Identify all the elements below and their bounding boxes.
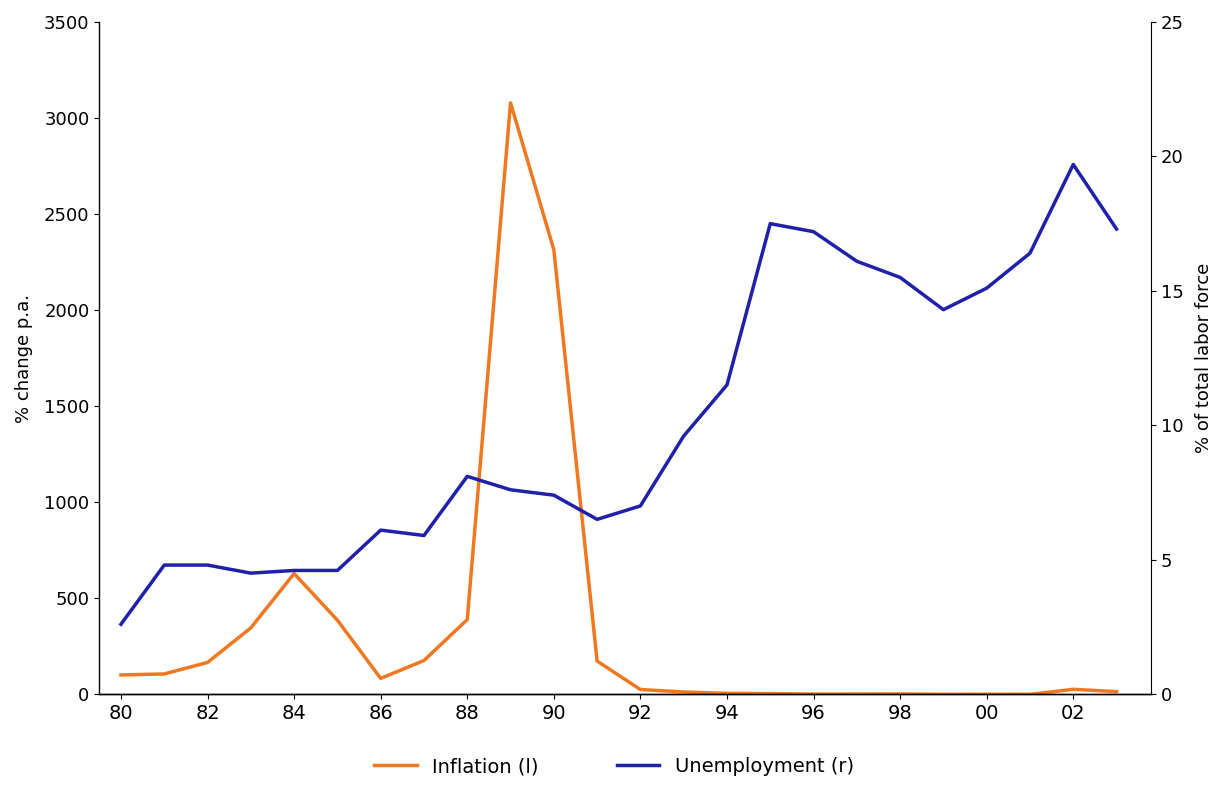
Unemployment (r) <box>460 472 475 481</box>
Inflation (l) <box>157 669 172 678</box>
Inflation (l) <box>287 569 302 578</box>
Inflation (l) <box>243 623 258 633</box>
Unemployment (r) <box>200 561 215 570</box>
Unemployment (r) <box>936 305 950 314</box>
Inflation (l) <box>936 690 950 699</box>
Inflation (l) <box>806 689 820 699</box>
Unemployment (r) <box>416 531 431 541</box>
Inflation (l) <box>546 245 561 254</box>
Inflation (l) <box>677 687 691 697</box>
Inflation (l) <box>1109 687 1124 696</box>
Unemployment (r) <box>632 501 647 511</box>
Unemployment (r) <box>806 227 820 237</box>
Unemployment (r) <box>589 515 604 525</box>
Unemployment (r) <box>546 490 561 500</box>
Unemployment (r) <box>114 619 129 629</box>
Inflation (l) <box>416 656 431 666</box>
Unemployment (r) <box>287 565 302 575</box>
Line: Inflation (l): Inflation (l) <box>122 103 1116 695</box>
Unemployment (r) <box>720 380 734 390</box>
Unemployment (r) <box>330 565 345 575</box>
Unemployment (r) <box>1066 160 1081 169</box>
Inflation (l) <box>330 615 345 625</box>
Inflation (l) <box>200 658 215 667</box>
Unemployment (r) <box>243 569 258 578</box>
Unemployment (r) <box>893 273 907 282</box>
Inflation (l) <box>1066 684 1081 694</box>
Y-axis label: % change p.a.: % change p.a. <box>15 294 33 423</box>
Inflation (l) <box>589 656 604 666</box>
Unemployment (r) <box>503 485 518 495</box>
Inflation (l) <box>979 690 993 699</box>
Inflation (l) <box>503 98 518 107</box>
Unemployment (r) <box>677 431 691 441</box>
Unemployment (r) <box>1023 249 1038 258</box>
Line: Unemployment (r): Unemployment (r) <box>122 164 1116 624</box>
Inflation (l) <box>850 689 865 699</box>
Inflation (l) <box>720 689 734 699</box>
Unemployment (r) <box>1109 225 1124 234</box>
Unemployment (r) <box>850 257 865 266</box>
Inflation (l) <box>373 674 388 683</box>
Unemployment (r) <box>763 219 777 229</box>
Inflation (l) <box>1023 690 1038 699</box>
Legend: Inflation (l), Unemployment (r): Inflation (l), Unemployment (r) <box>366 749 862 784</box>
Unemployment (r) <box>373 525 388 535</box>
Inflation (l) <box>763 689 777 699</box>
Y-axis label: % of total labor force: % of total labor force <box>1195 263 1213 453</box>
Inflation (l) <box>114 670 129 680</box>
Inflation (l) <box>632 685 647 695</box>
Inflation (l) <box>893 689 907 699</box>
Inflation (l) <box>460 615 475 625</box>
Unemployment (r) <box>157 561 172 570</box>
Unemployment (r) <box>979 283 993 293</box>
